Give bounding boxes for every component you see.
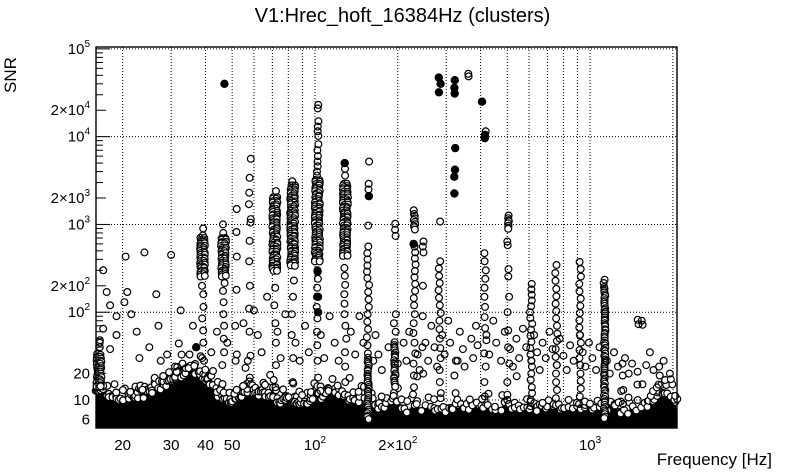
y-tick-labels: 6 10 20 102 2×102 103 2×103 104 2×104 105 xyxy=(51,39,91,429)
svg-text:6: 6 xyxy=(82,411,90,428)
svg-text:102: 102 xyxy=(68,302,91,321)
plot-title: V1:Hrec_hoft_16384Hz (clusters) xyxy=(254,5,551,27)
svg-text:20: 20 xyxy=(73,366,90,383)
svg-text:30: 30 xyxy=(163,437,180,454)
svg-text:40: 40 xyxy=(197,437,214,454)
svg-text:2×102: 2×102 xyxy=(51,276,91,295)
y-axis-title: SNR xyxy=(1,57,20,93)
svg-text:2×102: 2×102 xyxy=(378,435,418,454)
svg-text:20: 20 xyxy=(114,437,131,454)
svg-text:2×103: 2×103 xyxy=(51,188,91,207)
x-axis-title: Frequency [Hz] xyxy=(656,450,772,469)
cluster-lines xyxy=(92,69,664,424)
svg-text:104: 104 xyxy=(68,127,91,146)
plot-frame xyxy=(95,46,678,429)
isolated-points xyxy=(95,248,674,378)
svg-text:50: 50 xyxy=(224,437,241,454)
svg-text:2×104: 2×104 xyxy=(51,100,91,119)
noise-floor xyxy=(91,350,682,428)
svg-text:10: 10 xyxy=(73,392,90,409)
svg-text:105: 105 xyxy=(68,39,91,58)
svg-text:102: 102 xyxy=(304,435,327,454)
svg-text:103: 103 xyxy=(68,214,91,233)
x-tick-labels: 20 30 40 50 102 2×102 103 xyxy=(114,435,601,454)
